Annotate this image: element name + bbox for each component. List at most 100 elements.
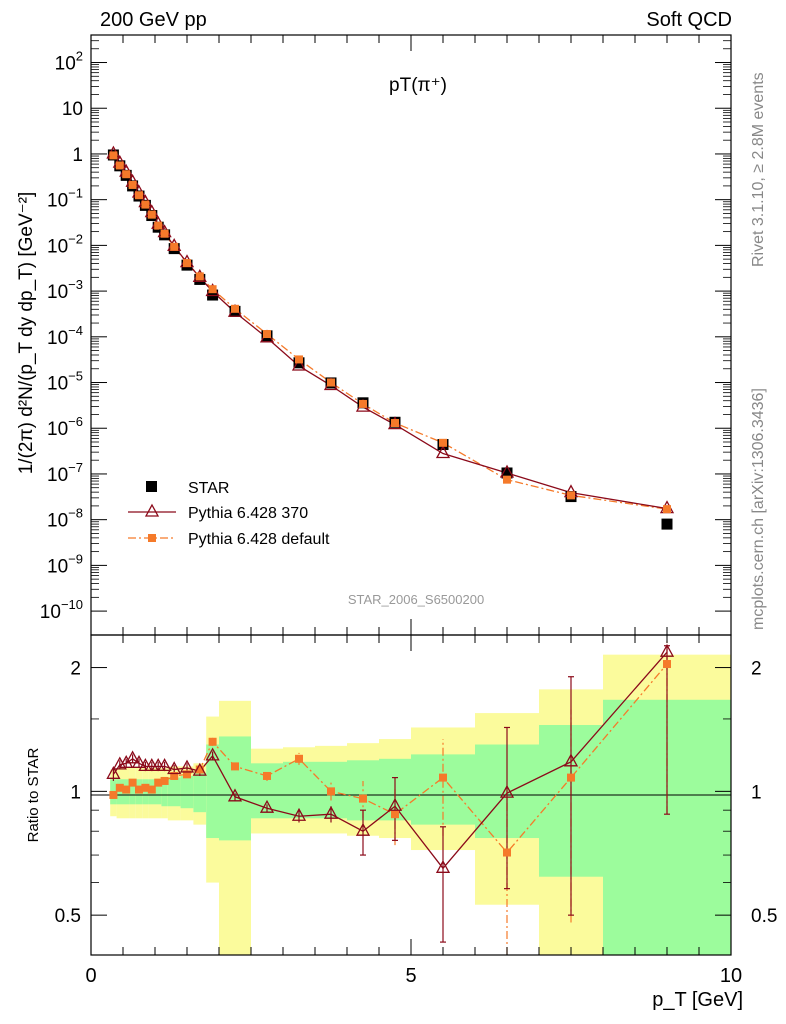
spectrum-y-tick-label: 10: [62, 99, 83, 120]
spectrum-y-tick-label: 10−8: [47, 506, 83, 532]
pythia370-point: [291, 357, 307, 371]
ratio-series: [106, 639, 675, 955]
ratio-pythia370-point: [205, 747, 220, 761]
ratio-y-axis-label: Ratio to STAR: [25, 747, 42, 842]
ratio-pythia370-point: [179, 759, 195, 773]
ratio-pythia-default-point: [183, 770, 191, 779]
spectrum-y-tick-label: 10−10: [40, 597, 83, 623]
header-left-label: 200 GeV pp: [100, 9, 207, 31]
pythia-default-point: [128, 180, 137, 189]
ratio-y-tick-label: 1: [70, 782, 81, 803]
pythia-default-point: [141, 200, 150, 209]
ratio-pythia370-point: [131, 754, 147, 768]
ratio-pythia370-point: [291, 807, 307, 821]
pythia-default-point: [135, 191, 143, 200]
rivet-label: Rivet 3.1.10, ≥ 2.8M events: [750, 72, 767, 267]
x-axis-label: p_T [GeV]: [652, 989, 743, 1011]
spectrum-y-tick-label: 10−6: [47, 414, 83, 440]
spectrum-y-tick-label: 10−5: [47, 369, 83, 395]
ratio-pythia370-point: [355, 822, 371, 836]
ratio-pythia370-point: [387, 797, 403, 811]
watermark-label: STAR_2006_S6500200: [348, 592, 484, 607]
ratio-pythia-default-point: [567, 773, 575, 782]
ratio-pythia370-point: [125, 750, 140, 764]
spectrum-y-axis: 10−10 10−9 10−8 10−7 10−6 10−5 10−4 10−3 10−2 10−…: [40, 35, 732, 635]
pythia-default-point: [439, 438, 447, 447]
ratio-pythia-default-point: [503, 848, 511, 857]
spectrum-y-axis-label: 1/(2π) d²N/(p_T dy dp_T) [GeV⁻²]: [16, 192, 37, 475]
pythia-default-point: [122, 170, 131, 179]
ratio-y-tick-label-right: 0.5: [751, 906, 777, 927]
inner-band: [180, 775, 194, 809]
ratio-pythia-default-point: [439, 773, 447, 782]
inner-band: [129, 779, 136, 805]
star-point: [501, 467, 513, 479]
pythia-default-point: [567, 491, 575, 500]
ratio-pythia-default-point: [135, 785, 143, 794]
ratio-pythia-default-point: [170, 771, 179, 780]
inner-band: [193, 772, 207, 813]
pythia-default-point: [503, 475, 511, 484]
ratio-uncertainty-bands: [110, 654, 731, 955]
pythia-default-point: [154, 221, 163, 230]
inner-band: [206, 744, 219, 839]
ratio-pythia-default-point: [663, 660, 671, 669]
x-tick-label: 0: [85, 965, 96, 987]
ratio-pythia370-point: [563, 753, 579, 767]
ratio-pythia-default-point: [263, 771, 271, 780]
ratio-pythia-default-point: [109, 790, 118, 799]
inner-band: [167, 777, 181, 807]
ratio-axes: 0.5 0.5 1 1 2 2 0 5 10: [55, 635, 777, 987]
ratio-panel: 0.5 0.5 1 1 2 2 0 5 10 Ratio to STAR p_T [GeV]: [25, 634, 777, 1011]
ratio-pythia370-point: [659, 643, 675, 657]
ratio-pythia-default-point: [115, 783, 124, 792]
inner-band: [155, 779, 162, 805]
ratio-pythia370-point: [157, 758, 172, 772]
pythia-default-point: [263, 330, 271, 339]
ratio-pythia-default-point: [231, 762, 239, 771]
legend-marker-pythia370: [144, 503, 160, 517]
spectrum-title: pT(π⁺): [389, 75, 447, 96]
ratio-pythia370-point: [435, 859, 451, 873]
ratio-pythia370-point: [119, 754, 134, 768]
ratio-pythia370-point: [259, 799, 275, 813]
ratio-pythia-default-point: [208, 737, 217, 746]
pythia-default-point: [231, 304, 239, 313]
ratio-pythia370-point: [106, 765, 121, 779]
inner-band: [219, 736, 251, 841]
star-point: [661, 518, 673, 530]
legend-label-star: STAR: [188, 480, 229, 497]
ratio-pythia-default-point: [141, 783, 150, 792]
ratio-y-tick-label: 2: [70, 659, 81, 680]
pythia-default-point: [295, 355, 303, 364]
mcplots-label: mcplots.cern.ch [arXiv:1306.3436]: [750, 388, 767, 630]
legend-marker-star: [146, 481, 157, 492]
spectrum-y-tick-label: 10−1: [47, 186, 83, 212]
ratio-pythia-default-point: [160, 776, 169, 785]
ratio-pythia-default-point: [128, 778, 137, 787]
spectrum-y-tick-label: 102: [55, 49, 83, 75]
ratio-y-tick-label-right: 1: [751, 782, 762, 803]
pythia-default-point: [359, 399, 367, 408]
spectrum-frame: [90, 34, 732, 636]
spectrum-panel: 10−10 10−9 10−8 10−7 10−6 10−5 10−4 10−3 10−2 10−…: [16, 34, 732, 636]
ratio-pythia-default-point: [147, 785, 156, 794]
spectrum-y-tick-label: 10−3: [47, 277, 83, 303]
spectrum-y-tick-label: 10−9: [47, 551, 83, 577]
pythia370-line: [112, 153, 668, 510]
spectrum-y-tick-label: 1: [72, 145, 83, 166]
x-tick-label: 5: [405, 965, 416, 987]
legend: STAR Pythia 6.428 370 Pythia 6.428 defau…: [128, 480, 330, 548]
pythia-default-point: [115, 161, 124, 170]
legend-label-pythia370: Pythia 6.428 370: [188, 505, 308, 522]
spectrum-y-tick-label: 10−2: [47, 231, 83, 257]
pythia370-point: [435, 445, 451, 459]
pythia-default-point: [195, 272, 204, 281]
inner-band: [161, 777, 168, 807]
ratio-pythia-default-point: [359, 794, 367, 803]
spectrum-series: [106, 145, 675, 530]
ratio-y-tick-label: 0.5: [55, 906, 81, 927]
spectrum-y-tick-label: 10−7: [47, 460, 83, 486]
header-right-label: Soft QCD: [646, 9, 732, 31]
